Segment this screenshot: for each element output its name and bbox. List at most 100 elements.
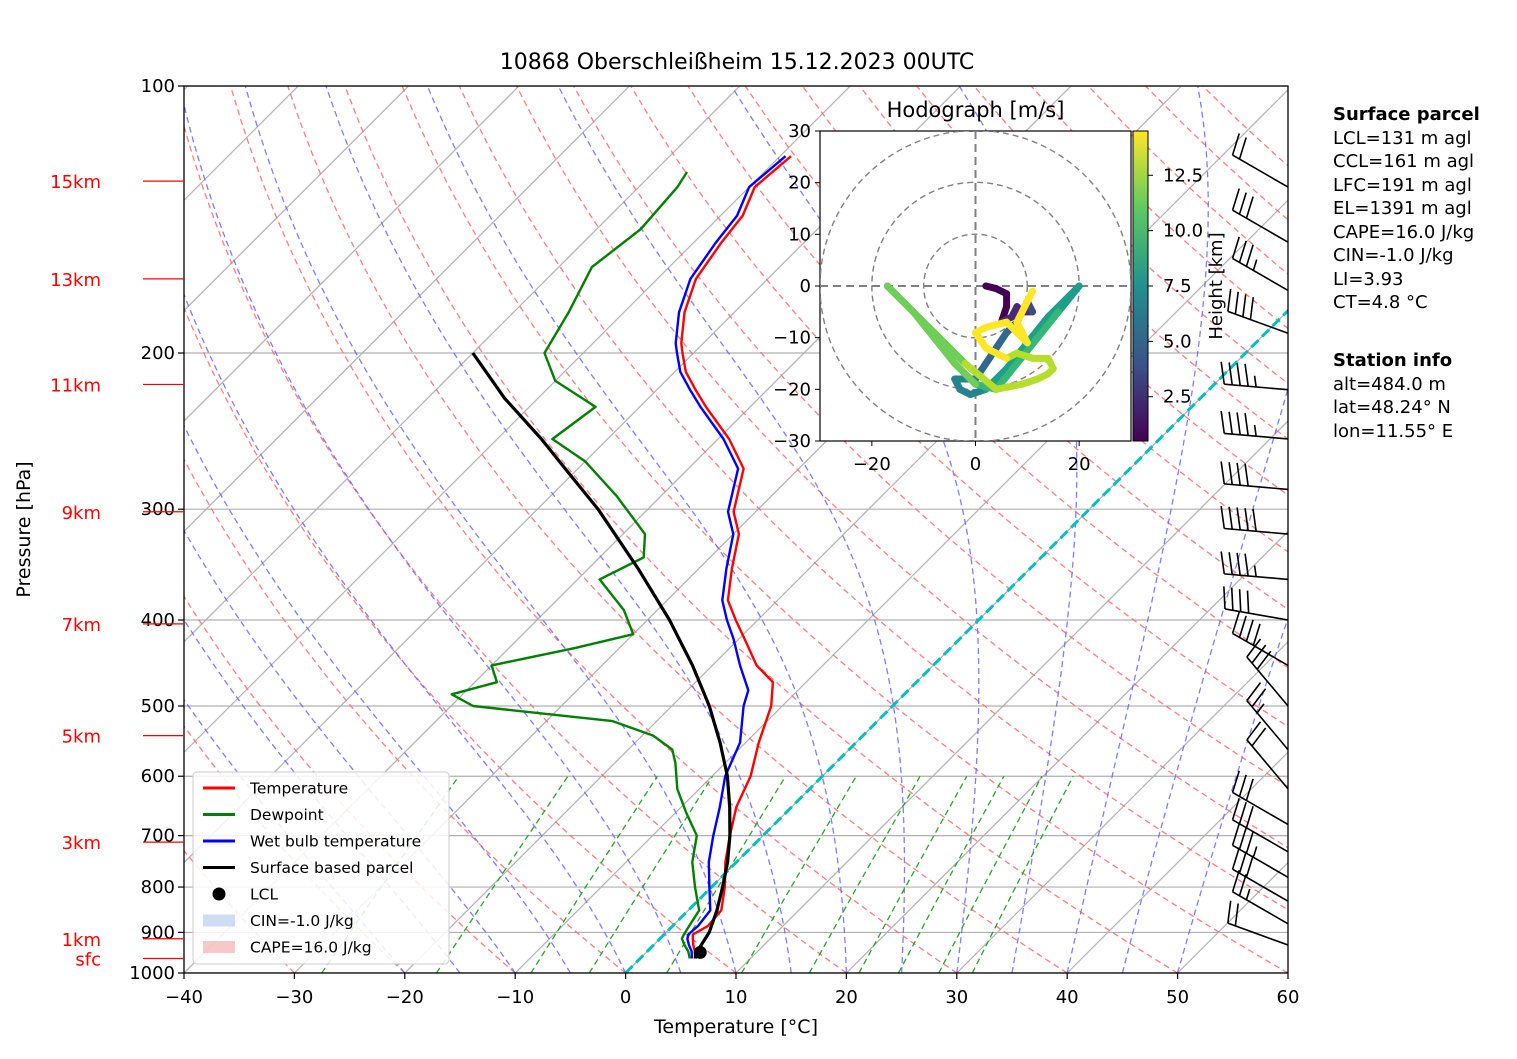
wind-barb (1220, 361, 1289, 391)
barb-staff (1232, 632, 1289, 667)
barb-feather (1238, 774, 1247, 797)
height-label: sfc (75, 949, 101, 970)
wind-barb (1231, 133, 1289, 188)
barb-feather (1231, 236, 1241, 259)
colorbar (1132, 130, 1149, 442)
hodograph-x-tick-label: 20 (1068, 454, 1091, 475)
hodograph-segment (899, 298, 938, 336)
hodograph-segment (1013, 298, 1031, 326)
y-tick-label: 700 (141, 826, 175, 847)
colorbar-tick-label: 12.5 (1163, 165, 1203, 186)
barb-feather (1227, 288, 1232, 312)
el-value: EL=1391 m agl (1333, 198, 1472, 219)
hodograph-segment (930, 329, 969, 367)
series-temperature (680, 155, 792, 959)
mixing-ratio-line (971, 775, 1074, 973)
x-tick-label: −40 (165, 987, 203, 1008)
legend-box (192, 771, 450, 965)
y-tick-label: 1000 (129, 963, 175, 984)
lfc-value: LFC=191 m agl (1333, 174, 1472, 196)
colorbar-tick-label: 5.0 (1163, 331, 1192, 352)
barb-half-feather (1256, 703, 1265, 714)
height-label: 9km (62, 503, 101, 524)
barb-feather (1231, 823, 1241, 846)
series-wet-bulb-temperature (674, 155, 787, 959)
hodograph-y-tick-label: 20 (788, 173, 811, 194)
barb-staff (1232, 791, 1289, 826)
barb-feather (1246, 590, 1250, 614)
legend-label: Surface based parcel (250, 859, 413, 877)
hodograph-y-tick-label: 10 (788, 224, 811, 245)
barb-feather (1244, 508, 1249, 531)
dry-adiabat (184, 124, 847, 973)
barb-feather (1220, 461, 1226, 484)
mixing-ratio-line (588, 775, 714, 973)
barb-staff (1232, 819, 1289, 853)
x-tick-label: 40 (1056, 987, 1079, 1008)
lcl-value: LCL=131 m agl (1333, 127, 1472, 149)
colorbar-tick-label: 7.5 (1163, 276, 1192, 297)
y-tick-label: 300 (141, 499, 175, 520)
y-axis-label: Pressure [hPa] (13, 461, 35, 597)
hodograph-y-tick-label: 0 (800, 276, 811, 297)
barb-feather (1220, 410, 1226, 434)
moist-adiabat (1066, 86, 1209, 973)
wind-barb (1220, 410, 1289, 440)
barb-feather (1244, 363, 1249, 387)
legend: Temperature Dewpoint Wet bulb temperature S… (192, 771, 450, 965)
barb-feather (1236, 462, 1241, 486)
barb-staff (1227, 922, 1289, 946)
axis-ticks: −40 −30 −20 −10 0 10 20 30 40 50 60100200300400500… (13, 76, 1299, 1038)
wind-barb (1231, 797, 1289, 853)
barb-feather (1246, 638, 1262, 658)
barb-staff (1224, 608, 1289, 621)
barb-feather (1244, 553, 1249, 577)
height-label: 15km (50, 172, 101, 193)
y-tick-label: 600 (141, 766, 175, 787)
barb-feather (1238, 589, 1242, 612)
hodograph-title: Hodograph [m/s] (887, 98, 1065, 122)
wind-barb (1220, 506, 1289, 535)
mixing-ratio-line (858, 775, 968, 973)
barb-feather (1228, 506, 1234, 530)
isotherm (845, 530, 1288, 973)
barb-staff (1224, 483, 1289, 491)
colorbar-tick-label: 2.5 (1163, 387, 1192, 408)
barb-feather (1238, 192, 1247, 215)
barb-feather (1238, 615, 1247, 638)
hodograph-segment (930, 334, 959, 367)
height-label: 11km (50, 375, 101, 396)
hodograph-segment (1013, 334, 1042, 367)
barb-staff (1227, 310, 1289, 335)
legend-label: CIN=-1.0 J/kg (250, 912, 354, 930)
surface-parcel-heading: Surface parcel (1333, 104, 1480, 125)
dry-adiabat (401, 86, 1288, 973)
legend-label: Temperature (249, 780, 348, 798)
x-tick-label: 60 (1277, 987, 1300, 1008)
isotherm (735, 420, 1288, 973)
series-surface-based-parcel (471, 352, 732, 959)
barb-feather (1220, 361, 1226, 385)
barb-feather (1245, 196, 1254, 219)
hodograph-segment (951, 360, 979, 388)
dry-adiabat (184, 724, 406, 973)
barb-staff (1232, 891, 1289, 925)
barb-feather (1231, 847, 1241, 870)
hodograph-segment (1023, 287, 1037, 305)
barb-feather (1252, 623, 1261, 646)
barb-staff (1232, 868, 1289, 902)
ccl-value: CCL=161 m agl (1333, 151, 1475, 172)
legend-label: LCL (250, 886, 278, 904)
surface-parcel-panel: Surface parcel LCL=131 m agl CCL=161 m a… (1333, 103, 1480, 315)
barb-feather (1238, 827, 1247, 850)
mixing-ratio-line (808, 775, 921, 973)
wind-barb (1220, 551, 1289, 581)
wind-barb (1231, 611, 1289, 667)
colorbar-tick-label: 10.0 (1163, 221, 1203, 242)
barb-feather (1238, 801, 1247, 825)
barb-feather (1244, 413, 1249, 436)
barb-feather (1228, 462, 1234, 485)
lcl-marker (693, 945, 707, 959)
hodograph-segment (1023, 313, 1052, 347)
